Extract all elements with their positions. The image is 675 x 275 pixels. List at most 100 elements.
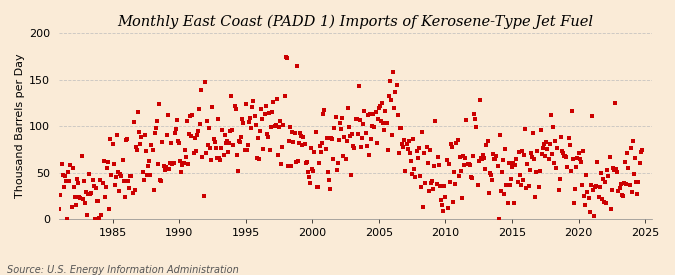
Point <box>167 162 178 166</box>
Point <box>483 191 494 195</box>
Point <box>185 114 196 119</box>
Point <box>70 194 80 199</box>
Point <box>380 109 391 113</box>
Point <box>230 104 240 108</box>
Point <box>340 157 351 161</box>
Point <box>205 145 215 150</box>
Point <box>618 181 629 185</box>
Point <box>350 117 361 122</box>
Point <box>86 190 97 195</box>
Point <box>273 153 284 158</box>
Point <box>580 203 591 207</box>
Point <box>278 122 289 127</box>
Point <box>342 106 353 110</box>
Point <box>275 119 286 124</box>
Point <box>288 140 299 144</box>
Point <box>161 165 171 170</box>
Point <box>472 183 483 188</box>
Point <box>606 187 617 192</box>
Point <box>419 151 430 155</box>
Point <box>416 185 427 189</box>
Point <box>480 167 491 171</box>
Point <box>561 155 572 159</box>
Point <box>202 142 213 147</box>
Point <box>77 197 88 201</box>
Point <box>382 148 393 152</box>
Point <box>537 146 548 151</box>
Point <box>106 173 117 178</box>
Point <box>161 132 172 137</box>
Point <box>119 194 130 199</box>
Point <box>111 175 122 180</box>
Point <box>442 206 453 211</box>
Point <box>491 153 502 158</box>
Point <box>506 164 517 169</box>
Point <box>332 161 343 165</box>
Point <box>180 155 191 159</box>
Point <box>194 106 205 111</box>
Point <box>407 172 418 176</box>
Point <box>142 172 153 177</box>
Point <box>56 161 67 166</box>
Point <box>494 133 505 138</box>
Point <box>463 162 474 166</box>
Point <box>173 141 184 145</box>
Point <box>492 164 503 168</box>
Point <box>406 158 416 163</box>
Point <box>427 178 437 183</box>
Point <box>352 132 363 137</box>
Point <box>157 140 168 144</box>
Point <box>201 118 212 123</box>
Point <box>637 148 647 152</box>
Point <box>333 138 344 142</box>
Point <box>292 159 303 164</box>
Point <box>590 185 601 189</box>
Point <box>473 158 484 163</box>
Point <box>128 120 139 124</box>
Point <box>608 166 618 171</box>
Point <box>306 146 317 150</box>
Point <box>578 149 589 153</box>
Point <box>281 56 292 60</box>
Point <box>127 191 138 196</box>
Point <box>423 188 434 193</box>
Point <box>376 119 387 123</box>
Point <box>379 128 389 133</box>
Point <box>342 139 352 143</box>
Point <box>310 130 321 134</box>
Point <box>84 172 95 176</box>
Point <box>308 168 319 173</box>
Point <box>452 138 463 142</box>
Point <box>309 150 320 154</box>
Point <box>304 181 315 186</box>
Point <box>520 127 531 131</box>
Point <box>370 110 381 114</box>
Point <box>223 140 234 145</box>
Point <box>547 125 558 130</box>
Point <box>410 175 421 179</box>
Point <box>559 154 570 158</box>
Point <box>258 147 269 151</box>
Point <box>575 160 586 165</box>
Point <box>604 155 615 159</box>
Title: Monthly East Coast (PADD 1) Imports of Kerosene-Type Jet Fuel: Monthly East Coast (PADD 1) Imports of K… <box>117 15 593 29</box>
Point <box>552 146 563 150</box>
Point <box>284 139 294 143</box>
Point <box>80 190 91 194</box>
Point <box>631 180 642 184</box>
Point <box>192 129 203 134</box>
Point <box>321 136 332 140</box>
Point <box>273 125 284 130</box>
Point <box>256 107 267 111</box>
Point <box>122 137 132 141</box>
Point <box>605 207 616 211</box>
Point <box>556 135 566 140</box>
Point <box>116 174 127 178</box>
Point <box>425 148 435 152</box>
Point <box>447 145 458 149</box>
Point <box>413 145 424 150</box>
Y-axis label: Thousand Barrels per Day: Thousand Barrels per Day <box>15 54 25 199</box>
Point <box>558 151 568 155</box>
Point <box>220 141 231 146</box>
Point <box>177 163 188 167</box>
